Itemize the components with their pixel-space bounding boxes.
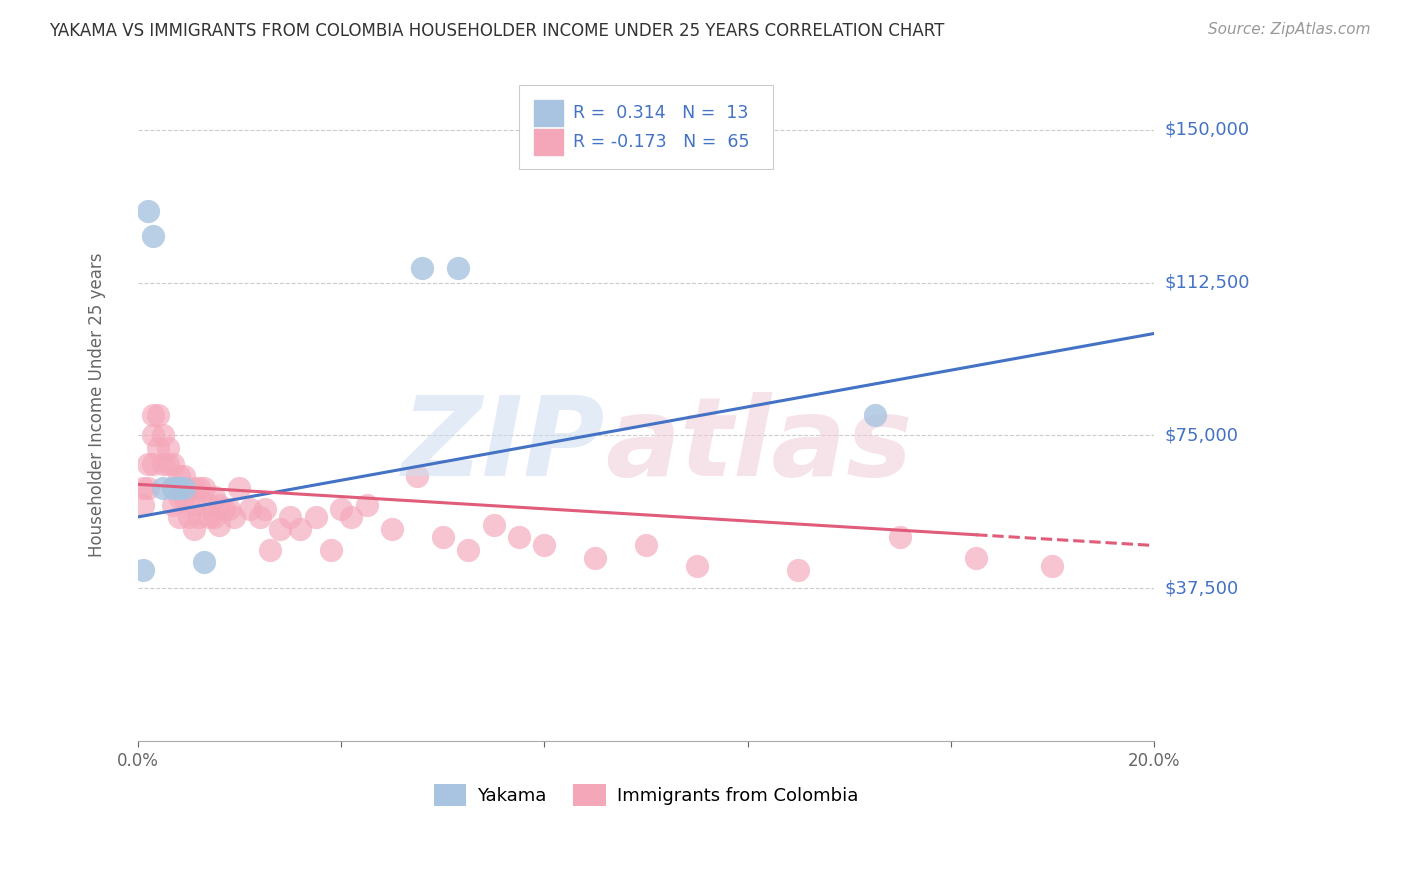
Point xyxy=(136,482,159,496)
Point xyxy=(889,530,911,544)
FancyBboxPatch shape xyxy=(519,86,773,169)
Point xyxy=(686,558,709,573)
Text: $112,500: $112,500 xyxy=(1164,274,1250,292)
Point xyxy=(173,482,195,496)
Point xyxy=(356,498,378,512)
Point xyxy=(187,510,209,524)
Text: atlas: atlas xyxy=(606,392,912,499)
Point xyxy=(177,490,200,504)
Point xyxy=(218,501,240,516)
Point xyxy=(965,550,987,565)
Point xyxy=(432,530,454,544)
Text: Householder Income Under 25 years: Householder Income Under 25 years xyxy=(89,252,107,558)
Point xyxy=(634,539,657,553)
Point xyxy=(162,457,184,471)
Point xyxy=(173,469,195,483)
Point xyxy=(157,441,180,455)
Point xyxy=(224,510,246,524)
Point xyxy=(447,261,470,276)
Point xyxy=(406,469,429,483)
Point xyxy=(162,482,184,496)
Point xyxy=(239,501,262,516)
Point xyxy=(863,408,886,422)
Point xyxy=(132,498,155,512)
Text: $75,000: $75,000 xyxy=(1164,426,1239,444)
Point xyxy=(228,482,250,496)
Point xyxy=(183,498,205,512)
Bar xyxy=(534,100,562,126)
Text: ZIP: ZIP xyxy=(402,392,606,499)
Point xyxy=(305,510,328,524)
Point xyxy=(142,228,165,243)
Point xyxy=(482,518,505,533)
Point xyxy=(142,428,165,442)
Point xyxy=(152,482,174,496)
Point xyxy=(152,457,174,471)
Point xyxy=(533,539,555,553)
Point xyxy=(457,542,479,557)
Point xyxy=(177,510,200,524)
Point xyxy=(173,490,195,504)
Point xyxy=(132,482,155,496)
Text: $37,500: $37,500 xyxy=(1164,579,1239,598)
Point xyxy=(183,522,205,536)
Point xyxy=(167,469,190,483)
Point xyxy=(148,408,170,422)
Text: $150,000: $150,000 xyxy=(1164,120,1250,138)
Point xyxy=(508,530,530,544)
Point xyxy=(253,501,276,516)
Point xyxy=(167,510,190,524)
Point xyxy=(202,510,225,524)
Text: R =  0.314   N =  13: R = 0.314 N = 13 xyxy=(572,103,748,122)
Point xyxy=(152,428,174,442)
Point xyxy=(162,482,184,496)
Point xyxy=(142,408,165,422)
Point xyxy=(167,482,190,496)
Point xyxy=(162,482,184,496)
Point xyxy=(381,522,404,536)
Point xyxy=(157,457,180,471)
Point xyxy=(198,498,221,512)
Point xyxy=(148,441,170,455)
Point xyxy=(259,542,281,557)
Point xyxy=(249,510,271,524)
Point xyxy=(136,457,159,471)
Point xyxy=(136,204,159,219)
Point xyxy=(330,501,353,516)
Text: R = -0.173   N =  65: R = -0.173 N = 65 xyxy=(572,133,749,151)
Bar xyxy=(534,129,562,154)
Point xyxy=(290,522,312,536)
Point xyxy=(1042,558,1064,573)
Point xyxy=(208,498,231,512)
Point xyxy=(278,510,301,524)
Point xyxy=(411,261,433,276)
Point xyxy=(202,490,225,504)
Point xyxy=(269,522,291,536)
Text: YAKAMA VS IMMIGRANTS FROM COLOMBIA HOUSEHOLDER INCOME UNDER 25 YEARS CORRELATION: YAKAMA VS IMMIGRANTS FROM COLOMBIA HOUSE… xyxy=(49,22,945,40)
Legend: Yakama, Immigrants from Colombia: Yakama, Immigrants from Colombia xyxy=(426,776,866,813)
Point xyxy=(212,501,235,516)
Point xyxy=(193,555,215,569)
Point xyxy=(167,482,190,496)
Point xyxy=(583,550,606,565)
Point xyxy=(319,542,342,557)
Point xyxy=(340,510,363,524)
Text: Source: ZipAtlas.com: Source: ZipAtlas.com xyxy=(1208,22,1371,37)
Point xyxy=(167,490,190,504)
Point xyxy=(208,518,231,533)
Point xyxy=(787,563,810,577)
Point xyxy=(187,482,209,496)
Point xyxy=(142,457,165,471)
Point xyxy=(132,563,155,577)
Point xyxy=(162,498,184,512)
Point xyxy=(198,510,221,524)
Point xyxy=(183,482,205,496)
Point xyxy=(193,482,215,496)
